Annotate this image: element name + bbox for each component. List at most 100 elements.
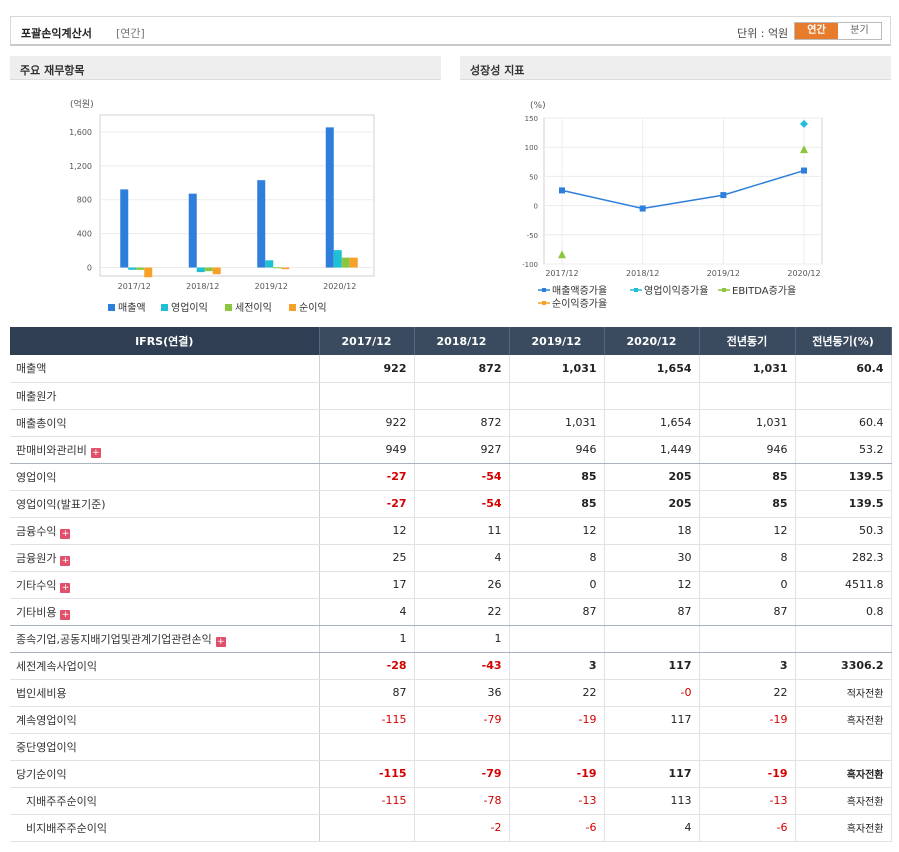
- page-title: 포괄손익계산서: [21, 27, 92, 40]
- table-row: 금융수익 +12 11 12 18 12 50.3: [10, 517, 892, 545]
- table-row: 금융원가 +25 4 8 30 8 282.3: [10, 544, 892, 572]
- row-label-text: 매출원가: [16, 389, 57, 403]
- expand-plus-icon[interactable]: +: [60, 528, 71, 539]
- table-cell: [795, 625, 892, 653]
- table-cell: 1,031: [509, 355, 605, 383]
- bar-매출액-2019/12: [257, 180, 266, 268]
- table-cell: 8: [699, 544, 796, 572]
- table-cell: [509, 625, 605, 653]
- row-label: 계속영업이익: [10, 706, 320, 734]
- table-row: 매출총이익 922 872 1,031 1,654 1,031 60.4: [10, 409, 892, 437]
- column-header: 2017/12: [319, 327, 415, 355]
- row-label: 매출원가: [10, 382, 320, 410]
- table-cell: -6: [699, 814, 796, 842]
- bar-순이익-2018/12: [212, 267, 221, 275]
- period-toggle: 연간 분기: [794, 22, 882, 40]
- row-label-text: 법인세비용: [16, 686, 67, 700]
- expand-plus-icon[interactable]: +: [60, 582, 71, 593]
- toggle-annual-button[interactable]: 연간: [795, 23, 838, 39]
- table-cell: [319, 733, 415, 761]
- table-cell: 8: [509, 544, 605, 572]
- table-row: 판매비와관리비 +949 927 946 1,449 946 53.2: [10, 436, 892, 464]
- legend-swatch: [289, 304, 296, 311]
- table-cell: 18: [604, 517, 700, 545]
- table-row: 법인세비용 87 36 22 -0 22 적자전환: [10, 679, 892, 707]
- row-label: 비지배주주순이익: [10, 814, 320, 842]
- table-cell: 3: [699, 652, 796, 680]
- y-axis-label: (억원): [70, 98, 94, 110]
- table-cell: 흑자전환: [795, 706, 892, 734]
- table-cell: 12: [699, 517, 796, 545]
- table-row: 영업이익 -27 -54 85 205 85 139.5: [10, 463, 892, 491]
- expand-plus-icon[interactable]: +: [90, 447, 101, 458]
- column-header: 2019/12: [509, 327, 605, 355]
- table-cell: 30: [604, 544, 700, 572]
- table-row: 당기순이익 -115 -79 -19 117 -19 흑자전환: [10, 760, 892, 788]
- table-cell: 1,031: [699, 355, 796, 383]
- table-cell: 17: [319, 571, 415, 599]
- table-cell: 4511.8: [795, 571, 892, 599]
- y-tick-label: 1,600: [69, 128, 92, 137]
- table-cell: 0.8: [795, 598, 892, 626]
- table-cell: 36: [414, 679, 510, 707]
- row-label: 매출액: [10, 355, 320, 383]
- table-cell: 1,449: [604, 436, 700, 464]
- table-cell: 53.2: [795, 436, 892, 464]
- table-cell: 흑자전환: [795, 760, 892, 788]
- y-axis-label: (%): [530, 101, 546, 111]
- column-header: 2020/12: [604, 327, 700, 355]
- table-cell: 927: [414, 436, 510, 464]
- table-cell: 117: [604, 652, 700, 680]
- x-tick-label: 2017/12: [118, 282, 151, 291]
- table-cell: [509, 733, 605, 761]
- legend-label: 영업이익: [171, 301, 208, 314]
- table-cell: 흑자전환: [795, 787, 892, 815]
- legend-label: EBITDA증가율: [732, 285, 796, 297]
- row-label-text: 종속기업,공동지배기업및관계기업관련손익: [16, 632, 212, 646]
- legend-label: 세전이익: [235, 302, 272, 314]
- period-subtitle: [연간]: [116, 27, 145, 40]
- table-cell: 60.4: [795, 355, 892, 383]
- row-label-text: 판매비와관리비: [16, 443, 87, 457]
- row-label: 영업이익: [10, 463, 320, 491]
- row-label: 매출총이익: [10, 409, 320, 437]
- table-cell: 85: [509, 463, 605, 491]
- table-cell: -115: [319, 760, 415, 788]
- row-label-text: 영업이익: [16, 470, 57, 484]
- table-cell: 흑자전환: [795, 814, 892, 842]
- table-cell: 139.5: [795, 490, 892, 518]
- expand-plus-icon[interactable]: +: [215, 636, 226, 647]
- expand-plus-icon[interactable]: +: [60, 555, 71, 566]
- table-cell: [795, 382, 892, 410]
- table-cell: 85: [509, 490, 605, 518]
- x-tick-label: 2019/12: [255, 282, 288, 291]
- bar-chart-area: 1,600 1,200 800 400 0 (억원) 2017/12 2018/12 2019/…: [10, 82, 441, 322]
- table-cell: -13: [509, 787, 605, 815]
- table-cell: 22: [414, 598, 510, 626]
- x-tick-label: 2020/12: [787, 269, 820, 278]
- table-cell: [699, 382, 796, 410]
- table-cell: 87: [319, 679, 415, 707]
- bar-순이익-2020/12: [349, 257, 358, 268]
- line-chart-area: 150 100 50 0 -50 -100 (%) 2017/12 2018/12 2019/12…: [460, 82, 891, 322]
- table-cell: [795, 733, 892, 761]
- table-cell: 1: [414, 625, 510, 653]
- row-label-text: 기타비용: [16, 605, 57, 619]
- table-cell: [319, 382, 415, 410]
- table-cell: 4: [604, 814, 700, 842]
- table-cell: 922: [319, 409, 415, 437]
- section-title-growth: 성장성 지표: [460, 56, 891, 80]
- line-chart: 150 100 50 0 -50 -100 (%) 2017/12 2018/12 2019/12…: [522, 101, 823, 310]
- statement-header: 포괄손익계산서 [연간] 단위 : 억원 연간 분기: [10, 16, 891, 46]
- table-cell: 872: [414, 409, 510, 437]
- bar-세전이익-2020/12: [341, 257, 350, 268]
- y-tick-label: -100: [522, 261, 538, 269]
- table-cell: -0: [604, 679, 700, 707]
- row-label: 기타비용 +: [10, 598, 320, 626]
- bar-순이익-2019/12: [281, 267, 290, 270]
- bar-chart: 1,600 1,200 800 400 0 (억원) 2017/12 2018/12 2019/…: [69, 98, 375, 314]
- table-row: 지배주주순이익 -115 -78 -13 113 -13 흑자전환: [10, 787, 892, 815]
- toggle-quarter-button[interactable]: 분기: [838, 23, 881, 39]
- table-cell: 87: [604, 598, 700, 626]
- expand-plus-icon[interactable]: +: [60, 609, 71, 620]
